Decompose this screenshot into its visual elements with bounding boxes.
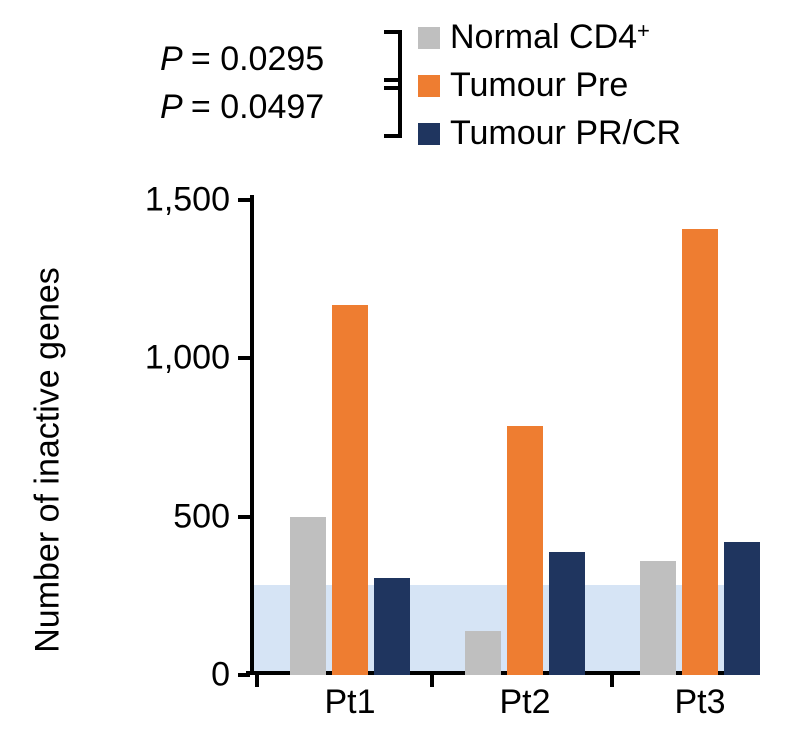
y-tick: [238, 198, 250, 202]
legend-label-0: Normal CD4+: [450, 18, 650, 57]
x-tick: [430, 675, 434, 687]
bar: [465, 631, 501, 675]
legend-label-1: Tumour Pre: [450, 66, 628, 105]
y-tick-label: 1,500: [110, 181, 230, 220]
y-tick-label: 1,000: [110, 339, 230, 378]
bar: [332, 305, 368, 676]
plot-area: 05001,0001,500Pt1Pt2Pt3: [250, 200, 750, 675]
chart: Number of inactive genes 05001,0001,500P…: [0, 180, 800, 740]
chart-canvas: c P = 0.0295 P = 0.0497 Normal CD4+ Tumo…: [0, 0, 800, 740]
y-tick-label: 0: [110, 656, 230, 695]
pvalue-1: P = 0.0295: [160, 40, 324, 79]
bar: [724, 542, 760, 675]
swatch-0: [418, 27, 440, 49]
legend-item-1: Tumour Pre: [418, 66, 628, 105]
bar: [374, 578, 410, 675]
y-tick-label: 500: [110, 497, 230, 536]
y-tick: [238, 356, 250, 360]
bar: [549, 552, 585, 676]
bar: [640, 561, 676, 675]
bar: [507, 426, 543, 675]
pvalue-2: P = 0.0497: [160, 88, 324, 127]
legend-label-2: Tumour PR/CR: [450, 114, 681, 153]
swatch-1: [418, 75, 440, 97]
x-tick: [610, 675, 614, 687]
bar: [682, 229, 718, 676]
legend-item-2: Tumour PR/CR: [418, 114, 681, 153]
x-category-label: Pt2: [499, 683, 550, 722]
y-axis: [250, 195, 254, 675]
bar: [290, 517, 326, 675]
legend-block: P = 0.0295 P = 0.0497 Normal CD4+ Tumour…: [160, 10, 780, 180]
x-category-label: Pt3: [674, 683, 725, 722]
y-axis-label: Number of inactive genes: [29, 267, 68, 653]
swatch-2: [418, 123, 440, 145]
y-tick: [238, 673, 250, 677]
x-tick: [255, 675, 259, 687]
bracket-2: [378, 78, 402, 138]
legend-item-0: Normal CD4+: [418, 18, 650, 57]
x-category-label: Pt1: [324, 683, 375, 722]
y-tick: [238, 515, 250, 519]
